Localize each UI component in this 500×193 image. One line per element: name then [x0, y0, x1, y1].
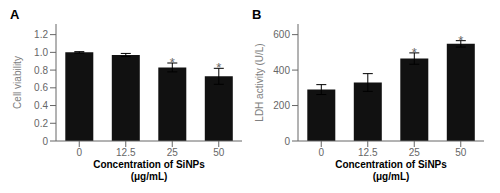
svg-text:1.2: 1.2 [34, 29, 48, 40]
svg-text:0.8: 0.8 [34, 65, 48, 76]
svg-text:LDH activity (U/L): LDH activity (U/L) [254, 43, 265, 121]
svg-text:0.2: 0.2 [34, 118, 48, 129]
html-text:(μg/mL): (μg/mL) [130, 171, 168, 182]
svg-text:25: 25 [167, 147, 179, 158]
svg-text:Cell viability: Cell viability [12, 56, 23, 109]
svg-text:12.5: 12.5 [116, 147, 136, 158]
svg-text:600: 600 [273, 29, 290, 40]
svg-text:12.5: 12.5 [358, 147, 378, 158]
svg-text:50: 50 [455, 147, 467, 158]
svg-text:1.0: 1.0 [34, 47, 48, 58]
html-text:Concentration of SiNPs: Concentration of SiNPs [335, 159, 447, 170]
html-text:Concentration of SiNPs: Concentration of SiNPs [93, 159, 205, 170]
svg-text:400: 400 [273, 65, 290, 76]
svg-text:0: 0 [318, 147, 324, 158]
svg-text:*: * [170, 55, 175, 70]
svg-text:*: * [458, 33, 463, 48]
svg-text:50: 50 [213, 147, 225, 158]
svg-text:0.4: 0.4 [34, 100, 48, 111]
html-text:B: B [252, 7, 262, 22]
svg-text:25: 25 [409, 147, 421, 158]
svg-text:0.6: 0.6 [34, 82, 48, 93]
svg-text:*: * [412, 45, 417, 60]
svg-text:0: 0 [76, 147, 82, 158]
svg-text:0: 0 [42, 136, 48, 147]
html-text:A: A [10, 7, 20, 22]
svg-text:0: 0 [284, 136, 290, 147]
svg-text:200: 200 [273, 100, 290, 111]
svg-text:*: * [216, 60, 221, 75]
html-text:(μg/mL): (μg/mL) [372, 171, 410, 182]
